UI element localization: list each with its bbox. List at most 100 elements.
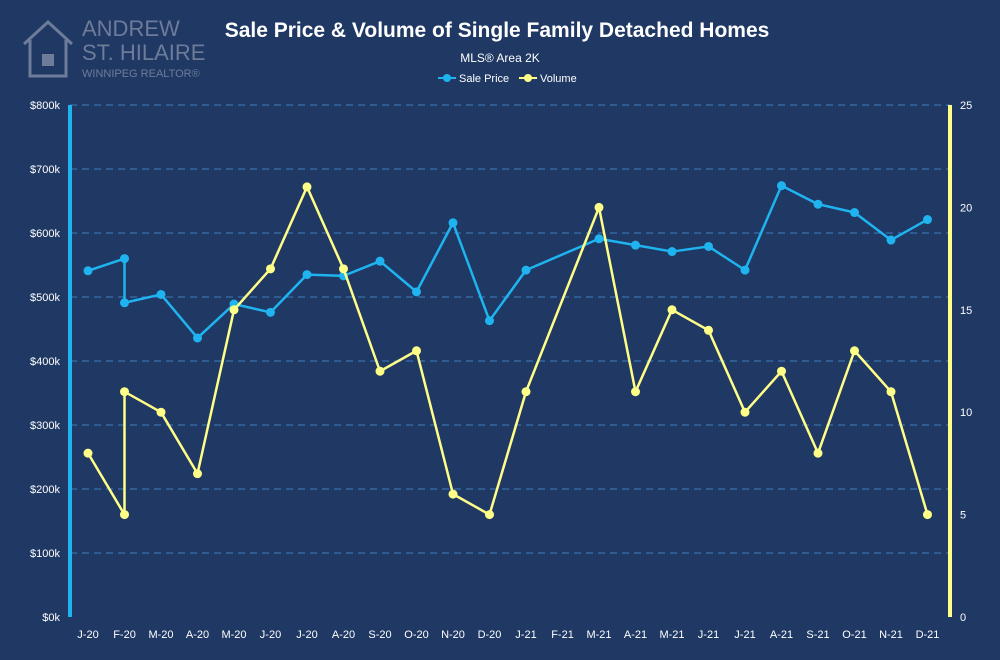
point-sale-price: [302, 270, 312, 280]
x-tick-label: M-21: [586, 629, 611, 641]
point-volume: [193, 469, 202, 479]
point-volume: [156, 407, 166, 417]
point-volume: [886, 387, 896, 397]
legend-label-volume: Volume: [540, 73, 577, 85]
point-volume: [667, 305, 677, 315]
point-sale-price: [156, 289, 166, 299]
x-tick-label: M-20: [148, 629, 173, 641]
series-line-sale-price: [87, 184, 929, 340]
point-sale-price: [704, 241, 713, 251]
point-volume: [120, 510, 129, 520]
x-tick-label: O-21: [842, 629, 866, 641]
logo-line-2: ST. HILAIRE: [82, 40, 205, 65]
point-sale-price: [266, 307, 275, 317]
y-right-tick-label: 10: [960, 407, 972, 419]
x-tick-label: N-21: [879, 629, 903, 641]
point-sale-price: [485, 316, 494, 326]
x-tick-label: O-20: [404, 629, 428, 641]
series-line-volume: [86, 185, 929, 516]
logo-line-3: WINNIPEG REALTOR®: [82, 68, 200, 80]
point-volume: [229, 305, 239, 315]
point-sale-price: [120, 298, 129, 308]
x-tick-label: A-20: [186, 629, 209, 641]
point-volume: [448, 489, 458, 499]
point-sale-price: [594, 234, 604, 244]
legend: Sale Price Volume: [438, 73, 577, 85]
y-left-tick-label: $500k: [30, 292, 60, 304]
point-volume: [485, 510, 494, 520]
logo-line-1: ANDREW: [82, 16, 180, 41]
gridlines: [70, 104, 950, 554]
x-tick-label: J-20: [260, 629, 281, 641]
y-left-tick-label: $200k: [30, 484, 60, 496]
y-left-tick-label: $600k: [30, 228, 60, 240]
point-volume: [375, 366, 385, 376]
y-left-tick-label: $100k: [30, 548, 60, 560]
legend-label-sale-price: Sale Price: [459, 73, 509, 85]
point-sale-price: [412, 287, 421, 297]
x-tick-label: D-21: [916, 629, 940, 641]
point-volume: [740, 407, 750, 417]
x-tick-label: J-21: [515, 629, 536, 641]
point-sale-price: [375, 256, 385, 266]
point-volume: [302, 182, 312, 192]
y-left-tick-label: $700k: [30, 164, 60, 176]
legend-dot-sale-price: [443, 74, 451, 82]
x-tick-label: F-20: [113, 629, 136, 641]
chart-subtitle: MLS® Area 2K: [460, 51, 540, 65]
point-sale-price: [886, 235, 896, 245]
point-sale-price: [83, 266, 93, 276]
point-volume: [594, 202, 604, 212]
point-volume: [631, 387, 640, 397]
x-tick-label: D-20: [478, 629, 502, 641]
point-sale-price: [813, 199, 823, 209]
x-tick-label: F-21: [551, 629, 574, 641]
x-tick-label: M-21: [659, 629, 684, 641]
point-volume: [412, 346, 421, 356]
point-sale-price: [923, 215, 932, 225]
point-volume: [850, 346, 859, 356]
x-tick-label: J-20: [296, 629, 317, 641]
x-tick-label: J-21: [698, 629, 719, 641]
point-sale-price: [193, 333, 202, 343]
y-right-tick-label: 0: [960, 612, 966, 624]
house-icon: [22, 19, 74, 78]
y-right-tick-label: 5: [960, 510, 966, 522]
x-tick-label: M-20: [221, 629, 246, 641]
x-tick-label: N-20: [441, 629, 465, 641]
x-tick-label: A-21: [770, 629, 793, 641]
realtor-logo: ANDREW ST. HILAIRE WINNIPEG REALTOR®: [22, 16, 205, 80]
y-left-tick-label: $300k: [30, 420, 60, 432]
y-right-tick-label: 20: [960, 202, 972, 214]
x-tick-label: A-21: [624, 629, 647, 641]
point-volume: [521, 387, 531, 397]
legend-dot-volume: [524, 74, 532, 82]
tick-labels: $0k $100k $200k $300k $400k $500k $600k $700k $8…: [30, 100, 972, 641]
point-volume: [777, 366, 786, 376]
point-volume: [83, 448, 93, 458]
y-left-tick-label: $0k: [42, 612, 60, 624]
point-sale-price: [631, 240, 640, 250]
y-right-tick-label: 25: [960, 100, 972, 112]
point-volume: [923, 510, 932, 520]
x-tick-label: A-20: [332, 629, 355, 641]
point-sale-price: [777, 181, 786, 191]
point-sale-price: [850, 208, 859, 218]
point-sale-price: [120, 254, 129, 264]
series: [83, 181, 932, 520]
x-tick-label: S-20: [368, 629, 391, 641]
y-left-tick-label: $800k: [30, 100, 60, 112]
y-left-tick-label: $400k: [30, 356, 60, 368]
point-volume: [813, 448, 823, 458]
house-window-icon: [42, 54, 54, 66]
chart-title: Sale Price & Volume of Single Family Det…: [225, 19, 770, 42]
y-right-tick-label: 15: [960, 305, 972, 317]
point-sale-price: [521, 265, 531, 275]
x-tick-label: S-21: [806, 629, 829, 641]
point-sale-price: [667, 247, 677, 257]
axes: [68, 105, 952, 617]
x-tick-label: J-20: [77, 629, 98, 641]
x-tick-label: J-21: [734, 629, 755, 641]
point-sale-price: [448, 218, 458, 228]
